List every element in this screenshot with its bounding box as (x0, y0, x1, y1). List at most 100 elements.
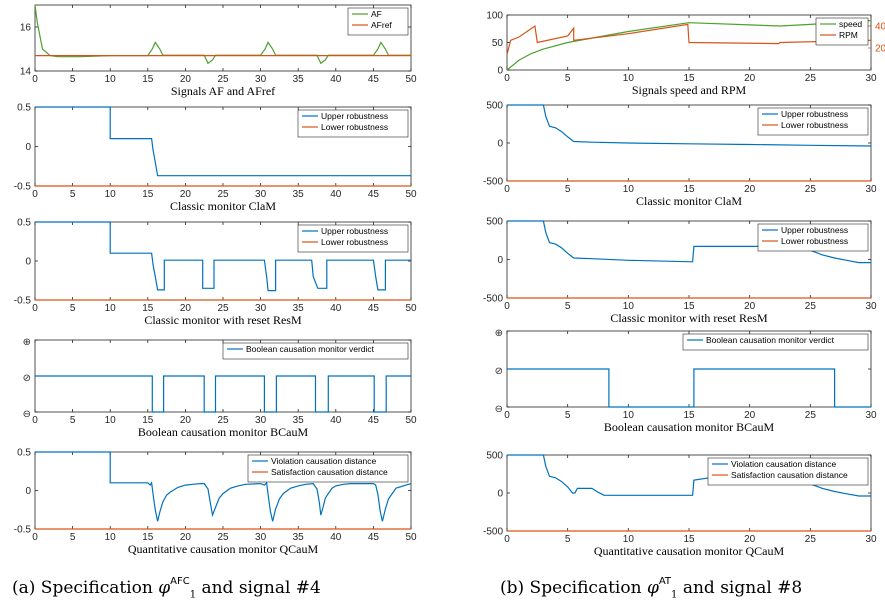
x-tick-label: 20 (744, 410, 756, 421)
x-tick-label: 15 (142, 189, 154, 200)
x-tick-label: 10 (623, 73, 635, 84)
x-tick-label: 0 (32, 74, 38, 85)
x-tick-label: 15 (683, 301, 695, 312)
x-tick-label: 10 (105, 303, 117, 314)
caption-left-suffix: and signal #4 (196, 578, 321, 598)
x-tick-label: 30 (255, 189, 267, 200)
legend-label: Lower robustness (781, 236, 848, 246)
legend-label: Upper robustness (781, 109, 848, 119)
legend-box (815, 17, 869, 46)
x-tick-label: 0 (32, 189, 38, 200)
x-tick-label: 40 (330, 532, 342, 543)
x-tick-label: 30 (255, 415, 267, 426)
x-tick-label: 30 (865, 301, 877, 312)
series-line-rpm (506, 23, 872, 55)
x-tick-label: 15 (683, 534, 695, 545)
legend-box (297, 109, 409, 138)
x-tick-label: 0 (32, 303, 38, 314)
x-tick-label: 0 (32, 532, 38, 543)
x-tick-label: 25 (217, 532, 229, 543)
x-tick-label: 25 (217, 74, 229, 85)
y-tick-label: ⊕ (23, 337, 31, 348)
chart-title: Classic monitor with reset ResM (144, 313, 302, 327)
chart-title: Classic monitor ClaM (636, 194, 742, 208)
x-tick-label: 15 (683, 73, 695, 84)
x-tick-label: 10 (105, 532, 117, 543)
x-tick-label: 35 (293, 189, 305, 200)
series-line-upper-robustness (507, 220, 871, 264)
y-tick-label: 0 (497, 139, 503, 150)
x-tick-label: 30 (255, 532, 267, 543)
x-tick-label: 10 (623, 184, 635, 195)
x-tick-label: 15 (142, 532, 154, 543)
x-tick-label: 40 (330, 74, 342, 85)
legend-label: Upper robustness (321, 111, 388, 121)
x-tick-label: 20 (744, 73, 756, 84)
legend-box (247, 454, 409, 483)
x-tick-label: 45 (368, 189, 380, 200)
y-tick-label: ⊖ (23, 409, 31, 420)
chart-title: Boolean causation monitor BCauM (604, 420, 775, 434)
x-tick-label: 5 (565, 184, 571, 195)
x-tick-label: 20 (744, 534, 756, 545)
caption-right: (b) Specification φAT1 and signal #8 (500, 576, 803, 600)
chart-title: Quantitative causation monitor QCauM (128, 542, 319, 556)
x-tick-label: 40 (330, 303, 342, 314)
legend-label: RPM (839, 30, 858, 40)
series-line-upper-robustness (35, 106, 411, 177)
legend-box (347, 7, 409, 36)
x-tick-label: 5 (70, 303, 76, 314)
x-tick-label: 0 (504, 534, 510, 545)
x-tick-label: 30 (865, 534, 877, 545)
y-tick-label: ⊘ (495, 366, 503, 377)
x-tick-label: 5 (565, 410, 571, 421)
y-tick-label: 0 (25, 142, 31, 153)
x-tick-label: 30 (865, 73, 877, 84)
x-tick-label: 15 (142, 415, 154, 426)
caption-right-symbol: φ (646, 578, 659, 598)
y-tick-label: -500 (483, 177, 503, 188)
x-tick-label: 45 (368, 74, 380, 85)
x-tick-label: 25 (217, 189, 229, 200)
series-line-violation-causation-distance (35, 451, 412, 522)
x-tick-label: 5 (70, 189, 76, 200)
x-tick-label: 25 (805, 301, 817, 312)
x-tick-label: 20 (180, 415, 192, 426)
y-tick-label: 0 (25, 486, 31, 497)
x-tick-label: 0 (32, 415, 38, 426)
y-tick-label: 500 (486, 451, 503, 462)
caption-left-symbol: φ (158, 578, 171, 598)
legend-box (222, 342, 409, 360)
x-tick-label: 35 (293, 74, 305, 85)
y-tick-label: 14 (20, 67, 32, 78)
chart-title: Boolean causation monitor BCauM (138, 425, 309, 439)
caption-right-prefix: (b) Specification (500, 578, 647, 598)
y-tick-label: -0.5 (14, 525, 32, 536)
legend-label: Upper robustness (781, 225, 848, 235)
x-tick-label: 40 (330, 415, 342, 426)
legend-label: speed (839, 19, 862, 29)
y-tick-label: 0.5 (17, 448, 31, 459)
x-tick-label: 10 (105, 74, 117, 85)
legend-label: Satisfaction causation distance (731, 470, 848, 480)
legend-label: AFref (371, 20, 392, 30)
legend-label: Lower robustness (321, 237, 388, 247)
y-tick-label: -0.5 (14, 296, 32, 307)
y-tick-label: 500 (486, 101, 503, 112)
y-tick-label: 0 (497, 66, 503, 77)
caption-left-sub: 1 (189, 589, 197, 601)
series-line-boolean-causation-monitor-verdict (35, 375, 411, 413)
y-tick-label: ⊘ (23, 373, 31, 384)
chart-title: Classic monitor ClaM (170, 199, 276, 213)
x-tick-label: 50 (405, 74, 417, 85)
legend-box (757, 107, 869, 136)
x-tick-label: 25 (217, 415, 229, 426)
caption-right-suffix: and signal #8 (677, 578, 803, 598)
legend-label: Satisfaction causation distance (271, 467, 388, 477)
